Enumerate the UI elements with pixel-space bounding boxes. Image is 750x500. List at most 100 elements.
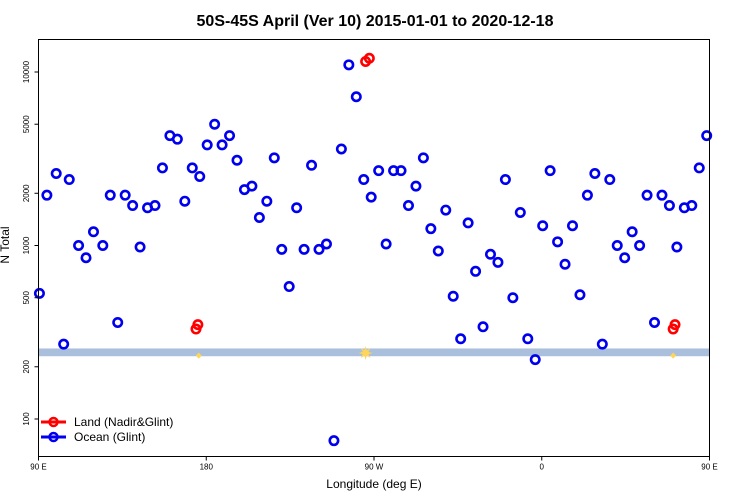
ocean-point-49 — [402, 200, 414, 212]
ocean-point-23 — [209, 118, 221, 130]
ocean-point-20 — [186, 162, 198, 174]
ocean-point-56 — [455, 333, 467, 345]
ocean-point-89 — [701, 130, 713, 142]
ocean-point-73 — [581, 189, 593, 201]
ocean-point-83 — [656, 189, 668, 201]
ocean-point-76 — [604, 174, 616, 186]
ocean-point-12 — [127, 200, 139, 212]
land-point-1 — [192, 319, 204, 331]
land-point-5 — [669, 319, 681, 331]
x-tick-label-1: 180 — [200, 463, 214, 472]
y-tick-label-4: 2000 — [22, 184, 31, 202]
x-tick-label-2: 90 W — [365, 463, 384, 472]
ocean-point-0 — [33, 287, 45, 299]
ocean-point-33 — [283, 281, 295, 293]
ocean-point-7 — [87, 226, 99, 238]
ocean-point-9 — [104, 189, 116, 201]
y-tick-label-3: 1000 — [22, 236, 31, 254]
y-axis-label: N Total — [0, 226, 12, 263]
ocean-point-63 — [507, 292, 519, 304]
ocean-point-64 — [514, 206, 526, 218]
ocean-point-19 — [179, 195, 191, 207]
ocean-point-18 — [171, 133, 183, 145]
legend-land-marker — [48, 416, 59, 428]
ocean-point-31 — [268, 152, 280, 164]
ocean-point-25 — [224, 130, 236, 142]
ocean-point-43 — [358, 174, 370, 186]
ocean-point-22 — [201, 139, 213, 151]
reference-band — [38, 348, 710, 357]
ocean-point-40 — [335, 143, 347, 155]
ocean-point-75 — [596, 338, 608, 350]
ocean-point-34 — [291, 202, 303, 214]
ocean-point-81 — [641, 189, 653, 201]
ocean-point-21 — [194, 170, 206, 182]
ocean-point-88 — [693, 162, 705, 174]
ocean-point-45 — [373, 165, 385, 177]
x-axis-label: Longitude (deg E) — [326, 477, 421, 491]
ocean-point-42 — [350, 91, 362, 103]
ocean-point-68 — [544, 165, 556, 177]
ocean-point-55 — [447, 290, 459, 302]
y-tick-label-0: 100 — [22, 412, 31, 426]
ocean-point-52 — [425, 223, 437, 235]
y-tick-label-1: 200 — [22, 360, 31, 374]
ocean-point-28 — [246, 180, 258, 192]
ocean-point-78 — [619, 252, 631, 264]
ocean-point-61 — [492, 256, 504, 268]
ocean-point-82 — [649, 316, 661, 328]
y-tick-label-6: 10000 — [22, 60, 31, 83]
ocean-point-35 — [298, 243, 310, 255]
yellow-marker-0 — [195, 352, 202, 359]
y-tick-label-2: 500 — [22, 291, 31, 305]
ocean-point-11 — [119, 189, 131, 201]
land-point-3 — [363, 52, 375, 64]
ocean-point-77 — [611, 240, 623, 252]
ocean-point-38 — [320, 238, 332, 250]
ocean-point-84 — [663, 200, 675, 212]
ocean-point-46 — [380, 238, 392, 250]
x-tick-label-3: 0 — [540, 463, 545, 472]
ocean-point-67 — [537, 220, 549, 232]
ocean-point-58 — [470, 265, 482, 277]
ocean-point-70 — [559, 258, 571, 270]
ocean-point-39 — [328, 435, 340, 447]
ocean-point-1 — [41, 189, 53, 201]
ocean-point-51 — [417, 152, 429, 164]
ocean-point-85 — [671, 241, 683, 253]
ocean-point-60 — [484, 248, 496, 260]
ocean-point-59 — [477, 321, 489, 333]
ocean-point-37 — [313, 243, 325, 255]
ocean-point-30 — [261, 195, 273, 207]
ocean-point-32 — [276, 243, 288, 255]
ocean-point-54 — [440, 204, 452, 216]
ocean-point-53 — [432, 245, 444, 257]
x-axis: 90 E 180 90 W 0 90 E — [30, 456, 718, 472]
x-tick-label-4: 90 E — [701, 463, 717, 472]
ocean-point-69 — [552, 236, 564, 248]
ocean-point-6 — [80, 252, 92, 264]
ocean-point-66 — [529, 354, 541, 366]
ocean-point-24 — [216, 139, 228, 151]
ocean-point-62 — [499, 174, 511, 186]
ocean-point-74 — [589, 168, 601, 180]
plot-frame — [38, 39, 710, 457]
ocean-point-15 — [149, 200, 161, 212]
ocean-point-2 — [50, 168, 62, 180]
legend: Land (Nadir&Glint) Ocean (Glint) — [41, 415, 173, 444]
ocean-point-26 — [231, 154, 243, 166]
ocean-point-80 — [634, 240, 646, 252]
x-tick-label-0: 90 E — [30, 463, 46, 472]
ocean-point-44 — [365, 191, 377, 203]
ocean-point-50 — [410, 180, 422, 192]
ocean-point-8 — [97, 240, 109, 252]
ocean-point-36 — [306, 159, 318, 171]
chart-title: 50S-45S April (Ver 10) 2015-01-01 to 202… — [197, 13, 554, 30]
legend-land-label: Land (Nadir&Glint) — [74, 415, 173, 429]
yellow-marker-2 — [670, 352, 677, 359]
y-tick-label-5: 5000 — [22, 115, 31, 133]
ocean-point-79 — [626, 226, 638, 238]
ocean-point-13 — [134, 241, 146, 253]
ocean-point-29 — [253, 212, 265, 224]
